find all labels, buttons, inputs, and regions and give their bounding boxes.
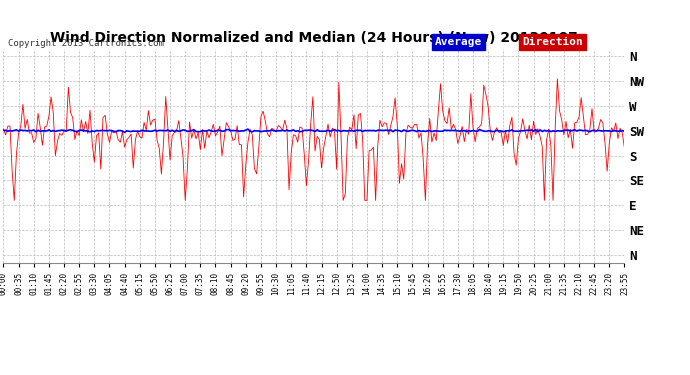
Text: Copyright 2013 Cartronics.com: Copyright 2013 Cartronics.com	[8, 39, 164, 48]
Title: Wind Direction Normalized and Median (24 Hours) (New) 20130107: Wind Direction Normalized and Median (24…	[50, 31, 578, 45]
Text: Direction: Direction	[522, 37, 583, 47]
Text: Average: Average	[435, 37, 482, 47]
